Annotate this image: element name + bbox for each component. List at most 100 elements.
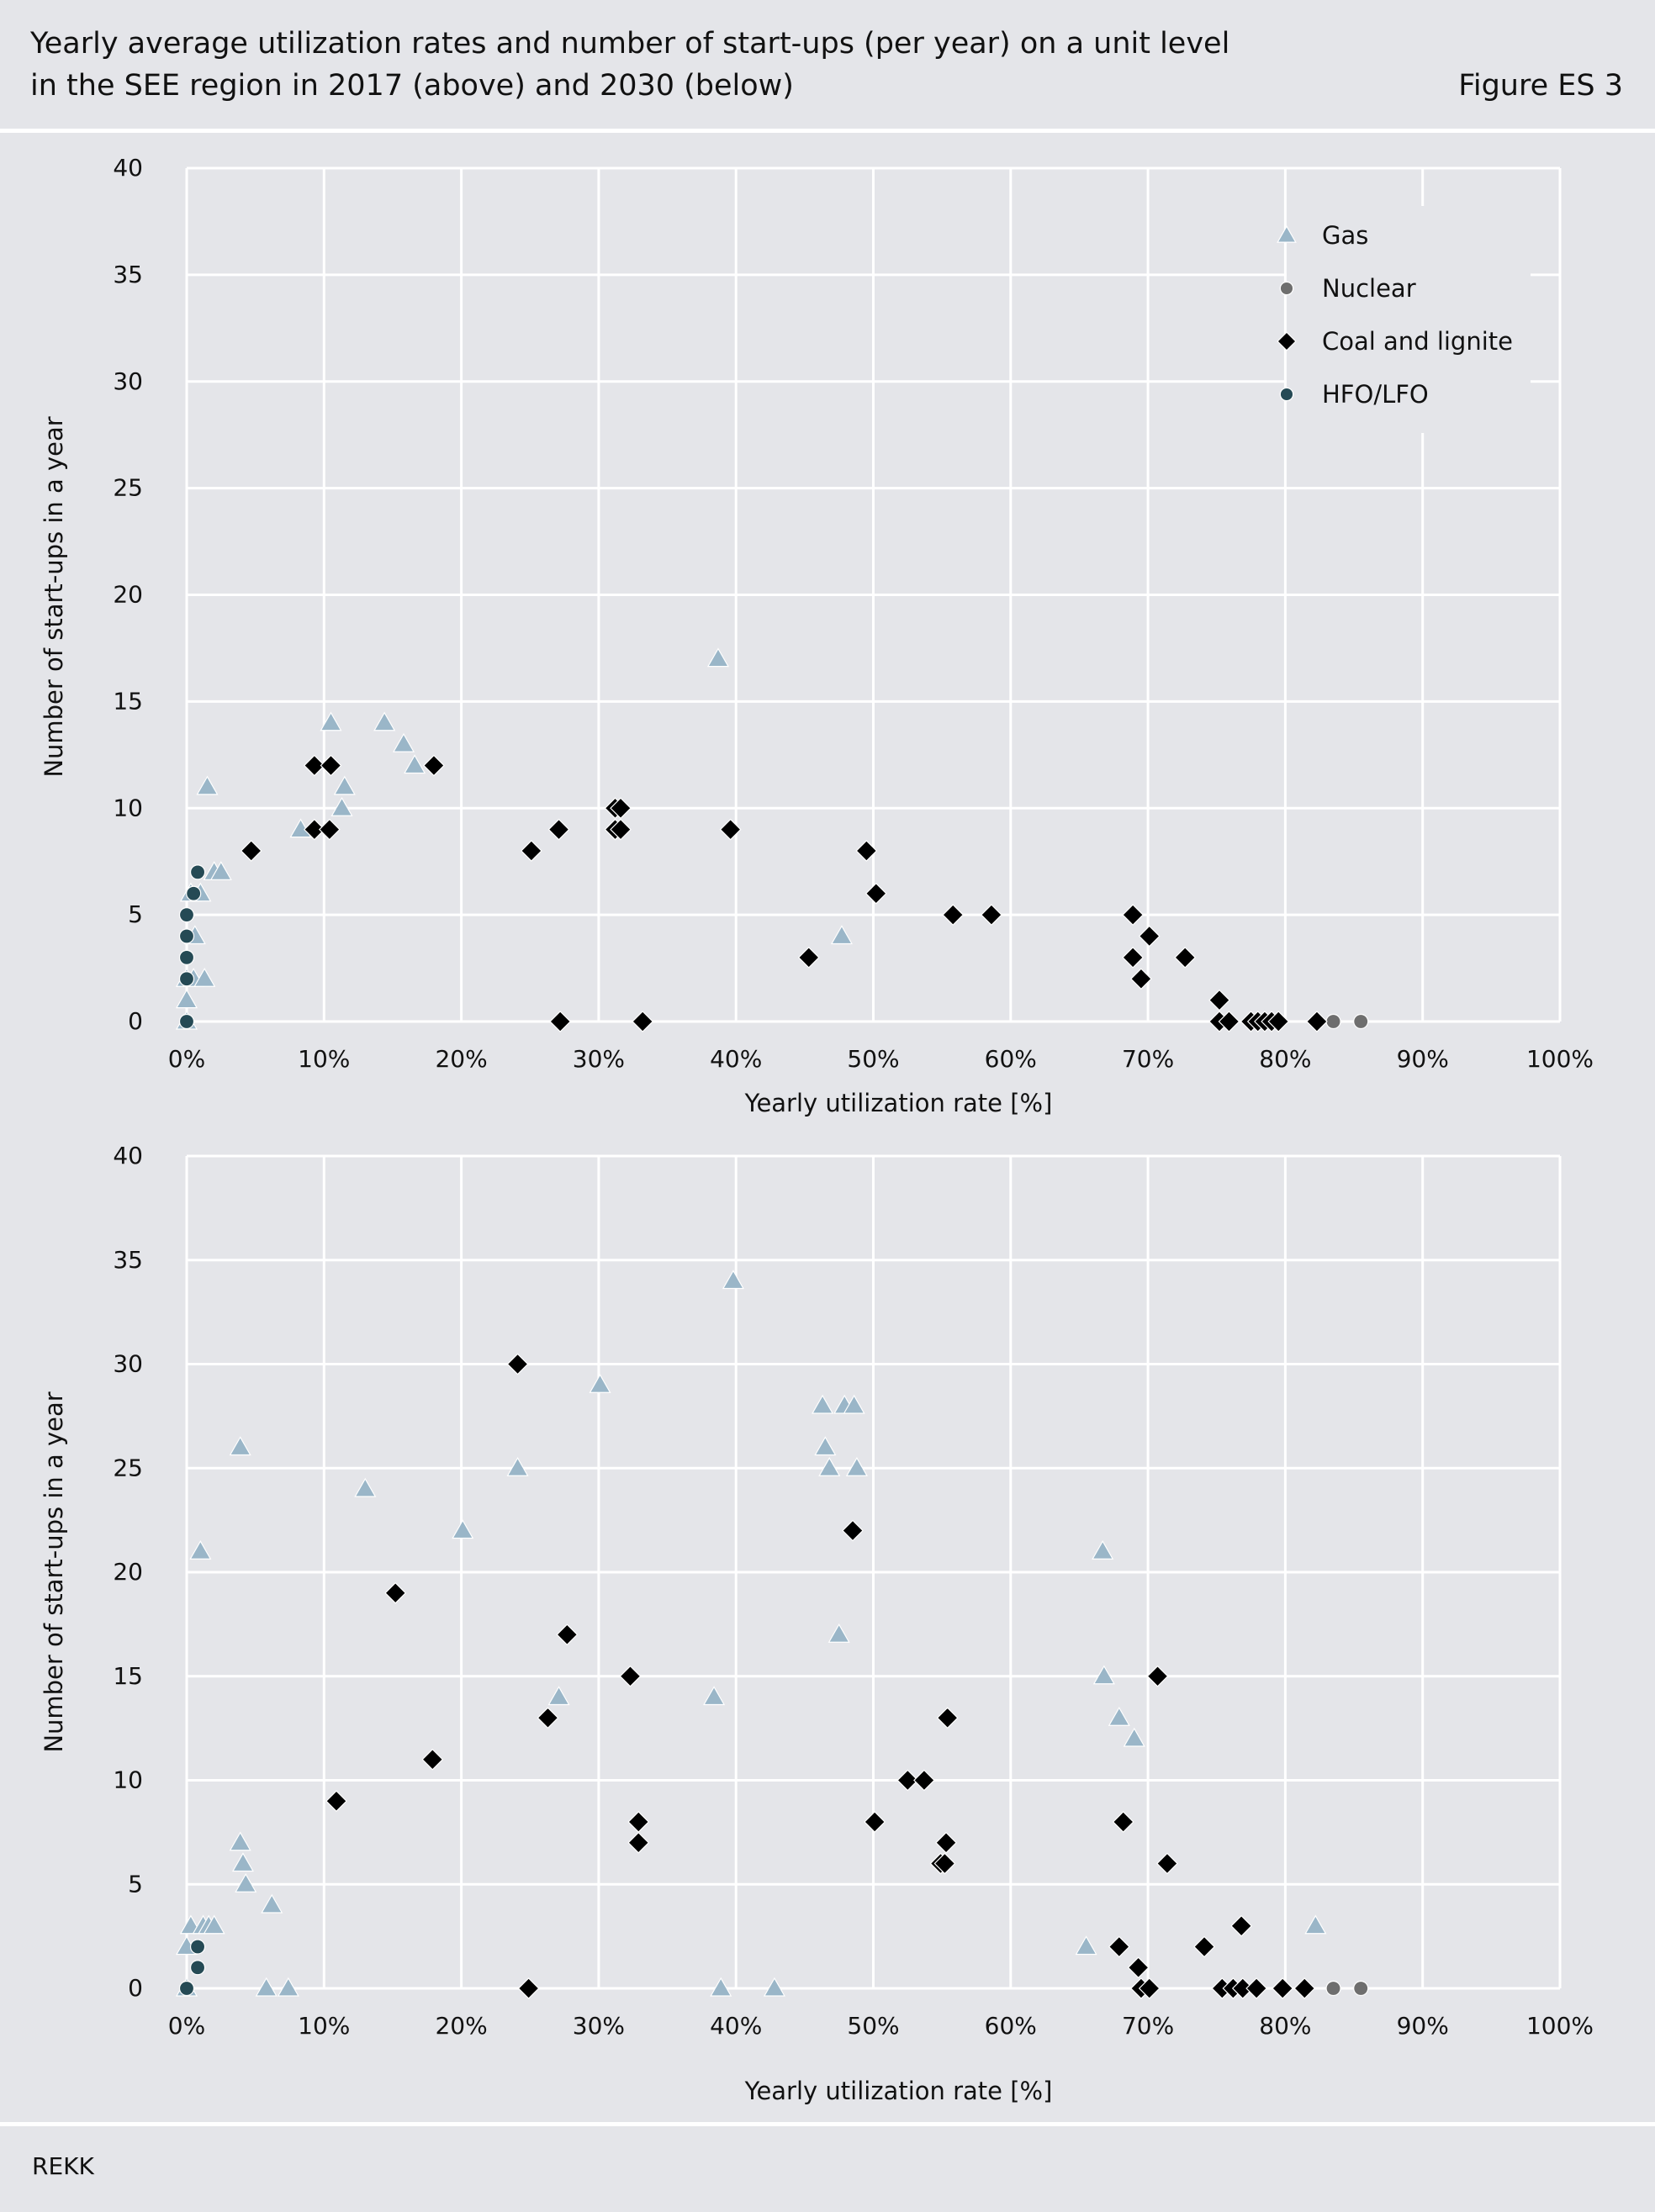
series-nuclear (1325, 1980, 1369, 1997)
gas-point (193, 968, 216, 987)
coal-and-lignite-point (936, 1707, 959, 1729)
x-tick-label: 30% (573, 2012, 625, 2040)
legend-label-coal-and-lignite: Coal and lignite (1322, 327, 1513, 356)
hfo-lfo-point (178, 1980, 195, 1997)
gas-point (1108, 1707, 1130, 1726)
coal-and-lignite-point (549, 1011, 572, 1032)
x-tick-label: 30% (573, 1045, 625, 1073)
y-tick-label: 20 (113, 581, 143, 609)
nuclear-point (1353, 1980, 1369, 1997)
coal-and-lignite-point (1193, 1935, 1215, 1958)
gas-point (843, 1394, 865, 1414)
coal-and-lignite-point (537, 1707, 559, 1729)
y-tick-label: 40 (113, 1142, 143, 1169)
chart-panel-2030: 0 5 10 15 20 25 30 35 40 0% 10% 20% 30% 40% 50% 60% 70% 8… (40, 1142, 1594, 2105)
source-label: REKK (32, 2152, 94, 2180)
hfo-lfo-point (189, 1960, 206, 1976)
gas-point (333, 775, 356, 795)
coal-and-lignite-point (1156, 1852, 1178, 1875)
x-tick-label: 80% (1259, 1045, 1311, 1073)
x-tick-label: 20% (435, 2012, 487, 2040)
y-tick-label: 10 (113, 794, 143, 821)
coal-and-lignite-point (1138, 1977, 1161, 1999)
gas-point (209, 861, 232, 880)
hfo-lfo-point (186, 885, 202, 901)
legend-label-gas: Gas (1322, 221, 1368, 250)
coal-and-lignite-point (1218, 1011, 1240, 1032)
x-tick-label: 100% (1526, 2012, 1594, 2040)
coal-and-lignite-point (1208, 989, 1230, 1011)
coal-and-lignite-point (1267, 1011, 1290, 1032)
coal-and-lignite-point (913, 1769, 935, 1792)
series-gas (175, 1270, 1327, 1997)
x-tick-label: 50% (847, 1045, 899, 1073)
gas-point (1092, 1665, 1115, 1685)
gas-point (231, 1852, 254, 1872)
coal-and-lignite-point (610, 818, 632, 841)
gas-point (354, 1477, 377, 1497)
x-tick-label: 70% (1122, 1045, 1174, 1073)
figure-title-line-1: Yearly average utilization rates and num… (30, 27, 1230, 61)
gas-point (175, 989, 198, 1009)
x-tick-label: 40% (710, 2012, 762, 2040)
coal-and-lignite-point (1108, 1935, 1130, 1958)
series-hfo-lfo (178, 864, 206, 1030)
x-tick-label: 90% (1397, 2012, 1449, 2040)
footer-divider (0, 2122, 1655, 2126)
gas-point (404, 754, 426, 774)
gas-point (1092, 1540, 1114, 1560)
gas-point (845, 1457, 868, 1476)
coal-and-lignite-point (304, 818, 325, 841)
series-hfo-lfo (178, 1939, 206, 1997)
hfo-lfo-point (178, 949, 195, 965)
coal-and-lignite-point (1293, 1977, 1316, 1999)
gas-point (1075, 1935, 1097, 1956)
coal-and-lignite-point (1174, 947, 1197, 969)
gas-point (830, 925, 853, 945)
gas-point (235, 1873, 257, 1893)
x-tick-label: 0% (168, 1045, 205, 1073)
gas-point (506, 1457, 529, 1476)
y-tick-label: 25 (113, 1454, 143, 1481)
y-tick-label: 15 (113, 687, 143, 715)
header-divider (0, 129, 1655, 133)
coal-and-lignite-point (517, 1977, 540, 1999)
gas-point (812, 1394, 834, 1414)
x-tick-label: 20% (435, 1045, 487, 1073)
coal-and-lignite-point (933, 1852, 956, 1875)
y-tick-label: 5 (128, 900, 143, 928)
legend-marker-coal-and-lignite (1277, 331, 1297, 351)
coal-and-lignite-point (864, 1811, 886, 1833)
legend-marker-nuclear (1279, 281, 1294, 296)
x-tick-label: 90% (1397, 1045, 1449, 1073)
x-tick-label: 10% (298, 1045, 350, 1073)
gas-point (763, 1977, 785, 1997)
coal-and-lignite-point (855, 840, 878, 862)
gas-point (452, 1519, 474, 1539)
gas-point (828, 1623, 850, 1643)
series-gas (175, 647, 853, 1030)
coal-and-lignite-point (547, 818, 570, 841)
y-tick-label: 30 (113, 1350, 143, 1378)
coal-and-lignite-point (1245, 1977, 1267, 1999)
gas-point (330, 797, 353, 816)
gas-point (589, 1374, 611, 1393)
coal-and-lignite-point (942, 904, 965, 926)
x-tick-label: 40% (710, 1045, 762, 1073)
x-tick-label: 100% (1526, 1045, 1594, 1073)
gas-point (703, 1686, 726, 1706)
x-tick-label: 60% (985, 1045, 1037, 1073)
x-tick-label: 60% (985, 2012, 1037, 2040)
gas-point (229, 1831, 251, 1851)
coal-and-lignite-point (506, 1353, 529, 1375)
gas-point (1123, 1727, 1145, 1747)
gas-point (1304, 1914, 1327, 1935)
gas-point (818, 1457, 841, 1476)
gas-point (722, 1270, 744, 1290)
gas-point (814, 1436, 837, 1456)
coal-and-lignite-point (1230, 1914, 1252, 1937)
legend-marker-hfo-lfo (1279, 387, 1294, 402)
gas-point (203, 1914, 225, 1935)
y-axis-title: Number of start-ups in a year (40, 416, 68, 777)
hfo-lfo-point (178, 907, 195, 923)
